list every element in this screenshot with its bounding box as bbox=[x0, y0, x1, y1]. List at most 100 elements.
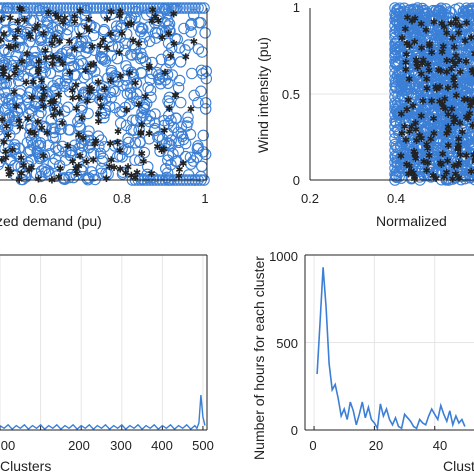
cluster-center-star: ✱ bbox=[48, 59, 56, 70]
cluster-center-star: ✱ bbox=[131, 173, 139, 184]
cluster-center-star: ✱ bbox=[412, 136, 420, 147]
cluster-center-star: ✱ bbox=[83, 23, 91, 34]
scatter-point bbox=[410, 60, 423, 73]
cluster-center-star: ✱ bbox=[4, 131, 12, 142]
cluster-center-star: ✱ bbox=[115, 48, 123, 59]
cluster-center-star: ✱ bbox=[419, 56, 427, 67]
scatter-point bbox=[131, 95, 143, 107]
scatter-point bbox=[389, 31, 401, 44]
cluster-center-star: ✱ bbox=[444, 110, 452, 121]
cluster-center-star: ✱ bbox=[467, 167, 474, 178]
cluster-center-star: ✱ bbox=[462, 151, 470, 162]
scatter-point bbox=[154, 77, 167, 90]
cluster-center-star: ✱ bbox=[94, 78, 102, 89]
cluster-center-star: ✱ bbox=[23, 49, 31, 60]
scatter-point bbox=[389, 20, 401, 32]
scatter-point bbox=[149, 108, 161, 120]
scatter-point bbox=[469, 129, 474, 141]
scatter-point bbox=[444, 73, 456, 86]
scatter-point bbox=[462, 9, 474, 22]
scatter-point bbox=[165, 114, 177, 127]
scatter-point bbox=[0, 9, 5, 21]
scatter-point bbox=[442, 104, 454, 116]
cluster-center-star: ✱ bbox=[72, 104, 80, 115]
cluster-center-star: ✱ bbox=[39, 84, 47, 95]
scatter-point bbox=[470, 80, 474, 91]
cluster-center-star: ✱ bbox=[116, 72, 124, 83]
scatter-point bbox=[411, 22, 423, 34]
scatter-point bbox=[407, 114, 420, 126]
cluster-center-star: ✱ bbox=[90, 59, 98, 70]
cluster-center-star: ✱ bbox=[423, 166, 431, 177]
cluster-center-star: ✱ bbox=[71, 17, 79, 28]
scatter-point bbox=[147, 2, 160, 14]
scatter-point bbox=[389, 144, 401, 157]
cluster-center-star: ✱ bbox=[18, 57, 26, 68]
scatter-point bbox=[27, 14, 40, 27]
cluster-center-star: ✱ bbox=[106, 29, 114, 40]
scatter-point bbox=[173, 74, 186, 87]
cluster-center-star: ✱ bbox=[107, 8, 115, 19]
scatter-point bbox=[99, 2, 112, 14]
cluster-center-star: ✱ bbox=[44, 8, 52, 19]
scatter-point bbox=[114, 149, 126, 162]
cluster-center-star: ✱ bbox=[403, 13, 411, 24]
cluster-center-star: ✱ bbox=[0, 37, 2, 48]
scatter-point bbox=[12, 75, 25, 87]
scatter-point bbox=[162, 20, 175, 32]
cluster-center-star: ✱ bbox=[175, 165, 183, 176]
cluster-center-star: ✱ bbox=[429, 114, 437, 125]
scatter-point bbox=[65, 61, 78, 73]
scatter-point bbox=[178, 22, 190, 35]
cluster-center-star: ✱ bbox=[443, 67, 451, 78]
x-tick-label: 0.8 bbox=[113, 191, 131, 206]
scatter-point bbox=[32, 147, 44, 159]
scatter-point bbox=[430, 29, 442, 42]
scatter-point bbox=[81, 68, 93, 81]
x-tick-label: 40 bbox=[433, 438, 447, 453]
scatter-point bbox=[40, 44, 53, 57]
scatter-point bbox=[192, 96, 204, 109]
scatter-point bbox=[103, 100, 116, 113]
scatter-point bbox=[443, 161, 455, 173]
x-tick-label: 0 bbox=[309, 438, 316, 453]
scatter-point bbox=[32, 85, 44, 98]
scatter-point bbox=[135, 112, 147, 124]
scatter-point bbox=[412, 111, 425, 124]
cluster-center-star: ✱ bbox=[6, 13, 14, 24]
cluster-center-star: ✱ bbox=[452, 91, 460, 102]
cluster-center-star: ✱ bbox=[154, 16, 162, 27]
scatter-point bbox=[38, 149, 51, 162]
scatter-point bbox=[161, 68, 174, 81]
scatter-point bbox=[55, 52, 67, 64]
scatter-point bbox=[34, 2, 46, 14]
cluster-center-star: ✱ bbox=[94, 117, 102, 128]
scatter-point bbox=[0, 78, 8, 90]
scatter-point bbox=[122, 136, 135, 149]
cluster-center-star: ✱ bbox=[39, 152, 47, 163]
scatter-point bbox=[458, 59, 470, 71]
cluster-center-star: ✱ bbox=[444, 126, 452, 137]
scatter-point bbox=[186, 2, 198, 14]
cluster-center-star: ✱ bbox=[473, 116, 474, 127]
scatter-point bbox=[465, 41, 474, 54]
cluster-center-star: ✱ bbox=[410, 37, 418, 48]
scatter-point bbox=[109, 85, 121, 98]
scatter-point bbox=[200, 65, 212, 77]
cluster-center-star: ✱ bbox=[452, 52, 460, 63]
cluster-center-star: ✱ bbox=[65, 68, 73, 79]
scatter-point bbox=[411, 4, 423, 16]
cluster-center-star: ✱ bbox=[55, 37, 63, 48]
scatter-point bbox=[432, 16, 445, 29]
scatter-point bbox=[417, 52, 430, 65]
scatter-point bbox=[137, 23, 149, 35]
cluster-center-star: ✱ bbox=[0, 137, 8, 148]
scatter-point bbox=[34, 87, 46, 100]
scatter-point bbox=[192, 2, 204, 14]
scatter-points-top-left: ✱✱✱✱✱✱✱✱✱✱✱✱✱✱✱✱✱✱✱✱✱✱✱✱✱✱✱✱✱✱✱✱✱✱✱✱✱✱✱✱… bbox=[0, 2, 213, 186]
scatter-point bbox=[461, 105, 473, 118]
scatter-point bbox=[136, 106, 148, 119]
scatter-point bbox=[42, 139, 55, 151]
cluster-center-star: ✱ bbox=[0, 115, 6, 126]
cluster-center-star: ✱ bbox=[8, 146, 16, 157]
